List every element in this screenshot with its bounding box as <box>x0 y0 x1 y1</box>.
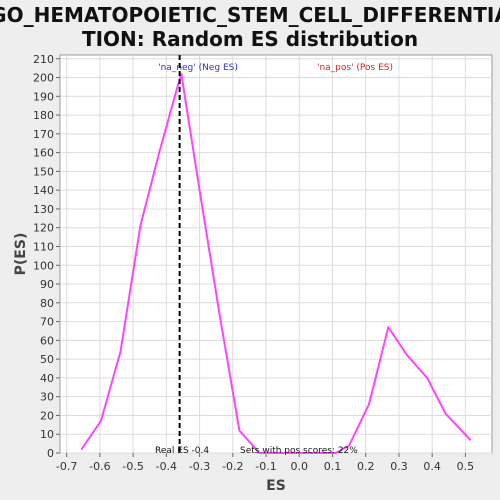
real-es-annotation: Real ES -0.4 <box>155 446 209 456</box>
y-tick-label: 140 <box>33 184 54 197</box>
y-tick-label: 210 <box>33 53 54 66</box>
data-point <box>368 403 370 405</box>
y-tick-label: 80 <box>40 297 54 310</box>
data-point <box>278 452 281 454</box>
x-tick-label: 0.2 <box>357 460 375 473</box>
y-tick-label: 170 <box>33 128 54 141</box>
series-line <box>80 72 472 454</box>
chart-title-line-2: TION: Random ES distribution <box>82 27 418 51</box>
x-axis-ticks: -0.7 -0.6 -0.5 -0.4 -0.3 -0.2 -0.1 0.0 0.1 0.2 0.3… <box>56 453 474 473</box>
data-point <box>139 225 142 227</box>
y-tick-label: 110 <box>33 240 54 253</box>
series-layer <box>80 72 472 454</box>
data-point <box>348 444 350 447</box>
y-tick-label: 60 <box>40 334 54 347</box>
data-point <box>80 448 83 451</box>
y-tick-label: 30 <box>40 391 54 404</box>
data-point <box>444 412 447 415</box>
y-tick-label: 20 <box>40 409 54 422</box>
x-tick-label: 0.3 <box>390 460 408 473</box>
data-point <box>177 84 179 86</box>
data-point <box>198 189 201 191</box>
data-point <box>406 354 409 357</box>
grid-lines <box>60 55 492 454</box>
y-tick-label: 160 <box>33 147 54 160</box>
y-tick-label: 40 <box>40 372 54 385</box>
data-point <box>335 452 337 454</box>
data-point <box>469 439 472 441</box>
y-tick-label: 190 <box>33 90 54 103</box>
y-tick-label: 50 <box>40 353 54 366</box>
y-tick-label: 150 <box>33 165 54 178</box>
data-point <box>119 350 122 353</box>
y-axis-ticks: 0 10 20 30 40 50 60 70 80 90 100 110 120 130 140 150 160… <box>33 53 60 460</box>
x-tick-label: -0.3 <box>189 460 210 473</box>
chart-title-line-1: GO_HEMATOPOIETIC_STEM_CELL_DIFFERENTIA <box>0 3 500 27</box>
y-tick-label: 10 <box>40 428 54 441</box>
x-tick-label: -0.4 <box>156 460 177 473</box>
y-tick-label: 90 <box>40 278 54 291</box>
data-point <box>298 452 301 454</box>
data-point <box>318 452 321 454</box>
neg-es-label: 'na_neg' (Neg ES) <box>158 63 238 73</box>
y-tick-label: 70 <box>40 316 54 329</box>
y-tick-label: 120 <box>33 222 54 235</box>
data-point <box>387 326 390 329</box>
x-axis-title: ES <box>266 478 286 494</box>
y-tick-label: 200 <box>33 72 54 85</box>
x-tick-label: 0.4 <box>423 460 441 473</box>
x-tick-label: -0.6 <box>89 460 110 473</box>
x-tick-label: -0.2 <box>222 460 243 473</box>
data-point <box>158 149 161 152</box>
data-point <box>100 420 102 422</box>
x-tick-label: 0.5 <box>457 460 475 473</box>
y-axis-title: P(ES) <box>13 233 29 276</box>
y-tick-label: 130 <box>33 203 54 216</box>
y-tick-label: 100 <box>33 259 54 272</box>
x-tick-label: -0.5 <box>122 460 143 473</box>
data-point <box>238 429 241 432</box>
data-point <box>218 313 221 315</box>
plot-area <box>59 54 493 454</box>
data-point <box>258 452 261 454</box>
y-tick-label: 0 <box>47 447 54 460</box>
y-tick-label: 180 <box>33 109 54 122</box>
data-point <box>426 377 429 379</box>
data-point <box>180 72 183 75</box>
x-tick-label: -0.1 <box>255 460 276 473</box>
pos-es-label: 'na_pos' (Pos ES) <box>317 63 393 73</box>
x-tick-label: 0.1 <box>324 460 342 473</box>
x-tick-label: 0.0 <box>291 460 309 473</box>
x-tick-label: -0.7 <box>56 460 77 473</box>
sets-pos-annotation: Sets with pos scores: 22% <box>240 446 358 456</box>
